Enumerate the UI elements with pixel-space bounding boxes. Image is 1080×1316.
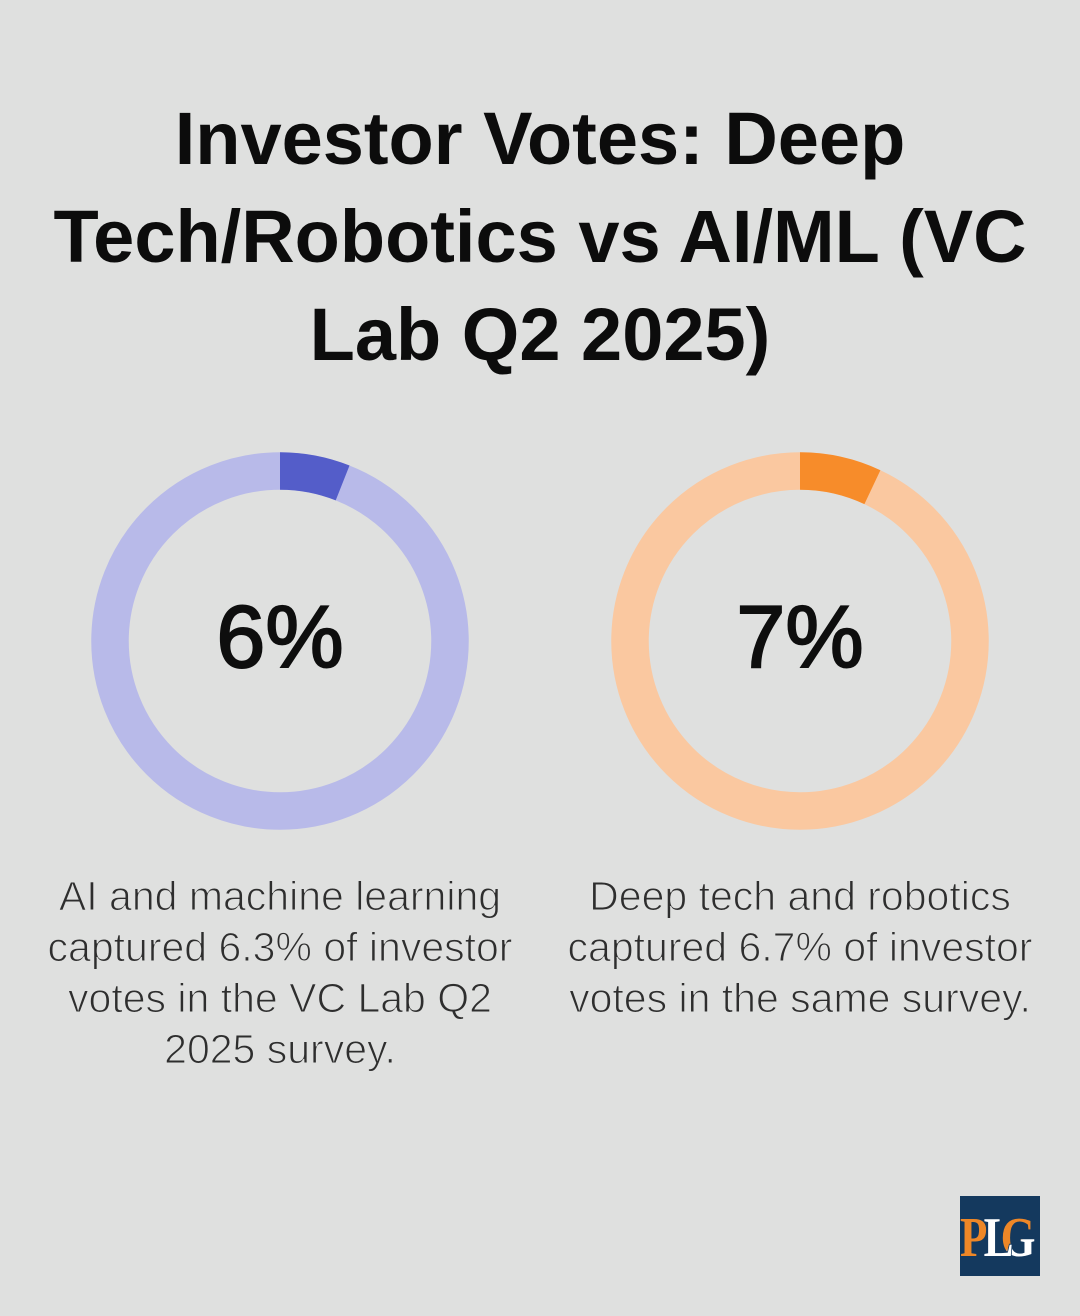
svg-text:G: G [1001,1206,1036,1268]
svg-text:P: P [960,1206,987,1268]
svg-text:L: L [984,1206,1014,1268]
